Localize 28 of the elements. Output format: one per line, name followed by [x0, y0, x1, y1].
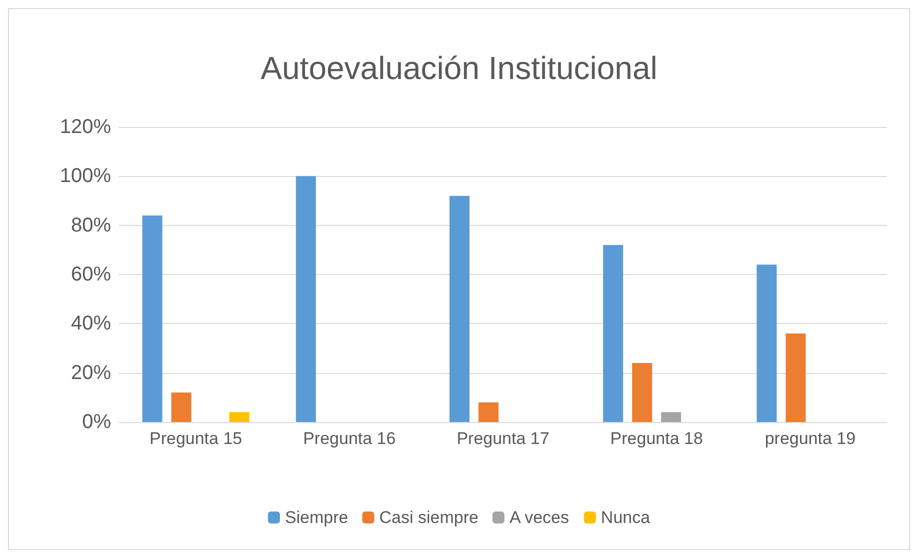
x-tick-label: Pregunta 16	[303, 429, 396, 448]
bar	[756, 264, 777, 422]
x-tick-label: Pregunta 18	[610, 429, 703, 448]
legend-label: Siempre	[284, 508, 348, 527]
y-tick-label: 20%	[70, 362, 112, 384]
bar	[296, 176, 316, 422]
bar	[142, 216, 162, 422]
y-tick-label: 60%	[70, 264, 112, 286]
bar	[478, 402, 498, 422]
x-tick-label: Pregunta 17	[456, 429, 550, 448]
bar	[229, 412, 250, 422]
y-tick-label: 80%	[70, 214, 112, 236]
legend-label: Casi siempre	[379, 508, 478, 527]
bar	[603, 245, 624, 422]
legend-label: Nunca	[600, 508, 651, 527]
x-tick-label: pregunta 19	[764, 429, 856, 448]
bar	[632, 363, 652, 422]
bar	[786, 334, 806, 422]
y-tick-label: 40%	[70, 312, 112, 335]
bar	[171, 392, 192, 422]
legend-label: A veces	[509, 508, 569, 527]
y-tick-label: 120%	[60, 116, 112, 138]
chart-title: Autoevaluación Institucional	[260, 50, 658, 86]
bar	[450, 196, 470, 422]
y-tick-label: 0%	[82, 411, 112, 433]
x-tick-label: Pregunta 15	[149, 429, 242, 448]
y-tick-label: 100%	[60, 165, 112, 188]
bar	[661, 412, 682, 422]
